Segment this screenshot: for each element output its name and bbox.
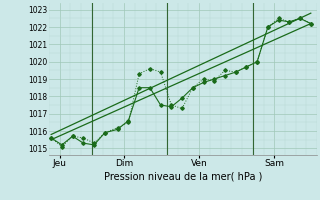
X-axis label: Pression niveau de la mer( hPa ): Pression niveau de la mer( hPa ) bbox=[104, 171, 262, 181]
